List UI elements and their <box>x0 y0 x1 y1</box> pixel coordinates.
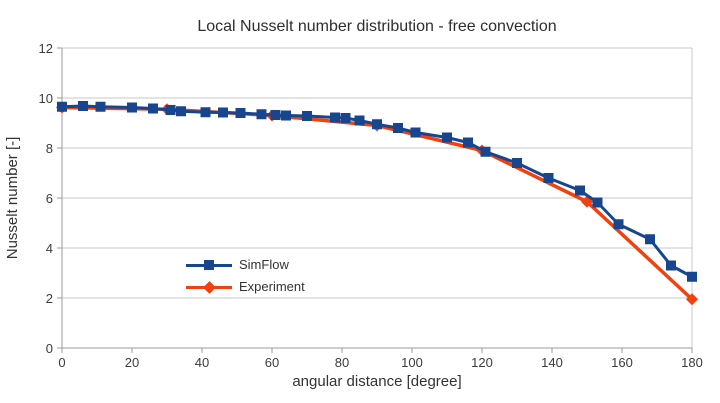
simflow-marker <box>330 112 340 123</box>
simflow-marker <box>666 260 676 271</box>
simflow-marker <box>57 101 67 112</box>
simflow-marker <box>512 158 522 168</box>
chart-legend: SimFlow Experiment <box>186 257 305 295</box>
simflow-marker <box>165 105 176 115</box>
simflow-marker <box>340 113 351 123</box>
x-axis-title: angular distance [degree] <box>292 373 461 390</box>
y-axis-title: Nusselt number [-] <box>4 137 21 260</box>
y-tick-label: 4 <box>46 241 53 256</box>
simflow-marker <box>302 111 312 121</box>
gridlines <box>62 47 693 348</box>
simflow-marker <box>442 132 452 143</box>
simflow-marker <box>78 101 88 111</box>
y-tick-label: 8 <box>46 141 53 156</box>
simflow-marker <box>410 127 421 138</box>
simflow-marker <box>645 234 655 245</box>
x-tick-label: 40 <box>195 355 209 370</box>
simflow-marker <box>372 119 382 130</box>
legend-label: SimFlow <box>239 257 289 272</box>
y-tick-label: 0 <box>46 341 53 356</box>
y-tick-label: 10 <box>39 91 53 106</box>
simflow-marker <box>148 103 158 114</box>
simflow-marker <box>95 101 106 112</box>
simflow-marker <box>218 107 228 118</box>
series-layer <box>56 101 698 306</box>
simflow-marker <box>256 109 267 120</box>
simflow-marker <box>393 123 403 133</box>
x-tick-label: 100 <box>401 355 423 370</box>
axes <box>57 47 693 353</box>
simflow-marker <box>270 110 281 120</box>
simflow-marker <box>127 102 137 113</box>
simflow-marker <box>281 110 291 121</box>
experiment-legend-swatch <box>186 279 232 295</box>
simflow-marker <box>463 137 473 148</box>
y-tick-label: 2 <box>46 291 53 306</box>
simflow-marker <box>592 197 603 208</box>
square-marker-icon <box>204 260 214 270</box>
x-tick-label: 160 <box>611 355 633 370</box>
x-tick-label: 0 <box>58 355 65 370</box>
simflow-marker <box>543 173 554 183</box>
simflow-marker <box>176 106 186 117</box>
y-tick-label: 6 <box>46 191 53 206</box>
legend-item-simflow: SimFlow <box>186 257 305 273</box>
simflow-marker <box>354 115 365 126</box>
simflow-marker <box>480 146 491 157</box>
simflow-legend-swatch <box>186 257 232 273</box>
simflow-marker <box>613 219 624 230</box>
chart-title: Local Nusselt number distribution - free… <box>197 18 556 35</box>
x-tick-label: 140 <box>541 355 563 370</box>
simflow-marker <box>575 185 585 196</box>
simflow-marker <box>687 271 697 282</box>
legend-item-experiment: Experiment <box>186 279 305 295</box>
x-tick-label: 180 <box>681 355 703 370</box>
legend-label: Experiment <box>239 279 305 294</box>
x-tick-label: 80 <box>335 355 349 370</box>
simflow-marker <box>235 108 246 118</box>
y-tick-label: 12 <box>39 41 53 56</box>
x-tick-label: 120 <box>471 355 493 370</box>
x-tick-label: 60 <box>265 355 279 370</box>
diamond-marker-icon <box>203 281 216 294</box>
simflow-line <box>61 104 693 279</box>
experiment-marker <box>686 293 698 306</box>
x-tick-label: 20 <box>125 355 139 370</box>
simflow-marker <box>200 107 211 118</box>
